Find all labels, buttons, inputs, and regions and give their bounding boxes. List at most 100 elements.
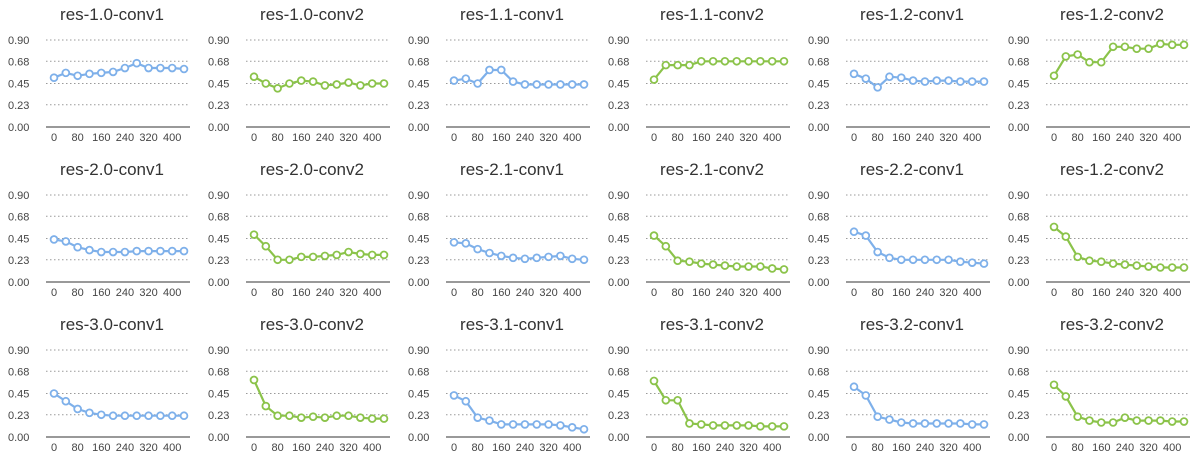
data-point — [96, 410, 106, 420]
data-point — [873, 412, 882, 421]
data-point — [849, 227, 859, 237]
y-tick-label: 0.00 — [808, 277, 829, 289]
x-tick-label: 320 — [339, 287, 357, 299]
x-tick-label: 160 — [292, 132, 310, 144]
series-line — [1053, 226, 1184, 269]
data-point — [356, 81, 365, 90]
x-tick-label: 0 — [851, 287, 857, 299]
data-point — [720, 421, 730, 430]
y-tick-label: 0.68 — [408, 56, 429, 68]
data-point — [1108, 42, 1118, 52]
chart-title: res-2.2-conv1 — [860, 160, 964, 179]
data-point — [449, 76, 459, 85]
chart-panel: res-3.2-conv2 0.00 0.23 0.45 0.68 0.90 0 80 160 2… — [1000, 310, 1200, 465]
x-tick-label: 0 — [251, 287, 257, 299]
data-point — [1096, 257, 1106, 266]
data-point — [179, 246, 189, 256]
data-point — [73, 242, 82, 252]
data-point — [285, 79, 294, 88]
x-tick-label: 240 — [516, 287, 534, 299]
data-point — [1156, 39, 1165, 49]
y-tick-label: 0.90 — [608, 190, 629, 202]
data-point — [449, 238, 459, 247]
data-point — [1120, 260, 1130, 269]
y-tick-label: 0.45 — [1008, 79, 1029, 91]
y-tick-label: 0.45 — [408, 79, 429, 91]
data-point — [1120, 42, 1130, 52]
y-tick-label: 0.00 — [408, 432, 429, 444]
y-tick-label: 0.90 — [408, 190, 429, 202]
x-tick-label: 240 — [116, 287, 134, 299]
data-point — [273, 84, 282, 93]
y-tick-label: 0.23 — [8, 410, 29, 422]
series-line — [653, 234, 785, 271]
data-point — [520, 420, 530, 429]
x-tick-label: 0 — [451, 132, 457, 144]
chart-panel: res-2.2-conv1 0.00 0.23 0.45 0.68 0.90 0 80 160 2… — [800, 155, 1000, 310]
chart-panel: res-2.0-conv2 0.00 0.23 0.45 0.68 0.90 0 80 160 2… — [200, 155, 400, 310]
data-point — [967, 77, 977, 86]
data-point — [179, 64, 189, 74]
y-tick-label: 0.45 — [1008, 234, 1029, 246]
y-tick-label: 0.90 — [808, 345, 829, 357]
y-tick-label: 0.23 — [408, 100, 429, 112]
data-point — [556, 421, 565, 430]
y-tick-label: 0.00 — [1008, 432, 1029, 444]
data-point — [1085, 416, 1094, 425]
data-point — [932, 255, 942, 265]
data-point — [485, 416, 494, 425]
data-point — [556, 251, 565, 261]
data-point — [367, 414, 377, 423]
data-point — [579, 80, 589, 89]
data-point — [379, 250, 389, 260]
data-point — [673, 395, 682, 405]
y-tick-label: 0.00 — [808, 122, 829, 134]
data-point — [1132, 261, 1142, 270]
y-tick-label: 0.23 — [608, 410, 629, 422]
y-tick-label: 0.68 — [1008, 211, 1029, 223]
x-tick-label: 320 — [939, 442, 957, 454]
y-tick-label: 0.23 — [1008, 255, 1029, 267]
y-tick-label: 0.00 — [608, 277, 629, 289]
data-point — [920, 77, 930, 86]
data-point — [861, 391, 871, 400]
data-point — [449, 391, 459, 400]
data-point — [1144, 262, 1153, 271]
chart-svg: res-2.0-conv2 0.00 0.23 0.45 0.68 0.90 0 80 160 2… — [208, 160, 390, 299]
data-point — [673, 60, 682, 70]
x-tick-label: 320 — [739, 287, 757, 299]
x-tick-label: 240 — [1116, 132, 1134, 144]
y-tick-label: 0.00 — [8, 432, 29, 444]
x-tick-label: 0 — [51, 132, 57, 144]
chart-panel: res-1.1-conv1 0.00 0.23 0.45 0.68 0.90 0 80 160 2… — [400, 0, 600, 155]
x-tick-label: 80 — [872, 287, 884, 299]
data-point — [779, 422, 789, 431]
series-line — [853, 385, 984, 426]
x-tick-label: 320 — [139, 132, 157, 144]
data-point — [508, 420, 518, 429]
data-point — [908, 419, 918, 428]
y-tick-label: 0.00 — [608, 432, 629, 444]
x-tick-label: 0 — [251, 132, 257, 144]
data-point — [544, 80, 553, 89]
data-point — [861, 231, 871, 240]
data-point — [967, 258, 977, 267]
y-tick-label: 0.00 — [1008, 122, 1029, 134]
y-tick-label: 0.90 — [1008, 35, 1029, 47]
chart-title: res-3.1-conv2 — [660, 315, 764, 334]
chart-svg: res-1.1-conv1 0.00 0.23 0.45 0.68 0.90 0 80 160 2… — [408, 5, 590, 144]
y-tick-label: 0.00 — [1008, 277, 1029, 289]
x-tick-label: 160 — [1092, 442, 1110, 454]
data-point — [332, 250, 342, 260]
data-point — [767, 422, 777, 431]
x-tick-label: 160 — [292, 287, 310, 299]
data-point — [96, 68, 106, 78]
data-point — [49, 235, 59, 244]
x-tick-label: 80 — [72, 287, 84, 299]
y-tick-label: 0.45 — [608, 79, 629, 91]
data-point — [1061, 392, 1071, 401]
y-tick-label: 0.23 — [1008, 410, 1029, 422]
x-tick-label: 80 — [672, 287, 684, 299]
x-tick-label: 400 — [1163, 442, 1181, 454]
data-point — [896, 418, 906, 427]
